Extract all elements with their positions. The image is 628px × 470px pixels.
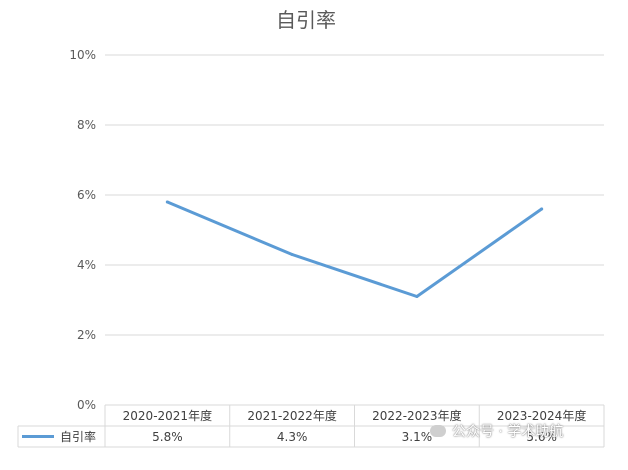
wechat-icon <box>430 425 446 437</box>
category-label: 2022-2023年度 <box>372 408 461 423</box>
y-tick-label: 8% <box>77 118 96 132</box>
y-tick-label: 2% <box>77 328 96 342</box>
data-point <box>290 253 294 256</box>
data-label: 3.1% <box>402 430 433 444</box>
legend-label: 自引率 <box>60 429 96 444</box>
data-point <box>165 200 169 204</box>
gridlines <box>105 54 604 406</box>
data-table: 2020-2021年度 2021-2022年度 2022-2023年度 2023-20… <box>17 405 605 448</box>
category-label: 2023-2024年度 <box>497 408 586 423</box>
y-tick-label: 10% <box>69 48 96 62</box>
series-line <box>165 200 544 298</box>
chart-title: 自引率 <box>276 8 336 32</box>
category-label: 2020-2021年度 <box>123 408 212 423</box>
data-point <box>415 295 419 298</box>
y-tick-label: 6% <box>77 188 96 202</box>
data-label: 4.3% <box>277 430 308 444</box>
data-point <box>540 207 544 211</box>
watermark: 公众号 · 学术助航 <box>430 421 563 441</box>
data-label: 5.8% <box>152 430 183 444</box>
y-axis-ticks: 0% 2% 4% 6% 8% 10% <box>69 48 96 412</box>
series-layer <box>165 200 544 298</box>
data-label: 5.6% <box>526 430 557 444</box>
y-tick-label: 4% <box>77 258 96 272</box>
y-tick-label: 0% <box>77 398 96 412</box>
watermark-text: 公众号 · 学术助航 <box>452 424 564 440</box>
category-label: 2021-2022年度 <box>247 408 336 423</box>
